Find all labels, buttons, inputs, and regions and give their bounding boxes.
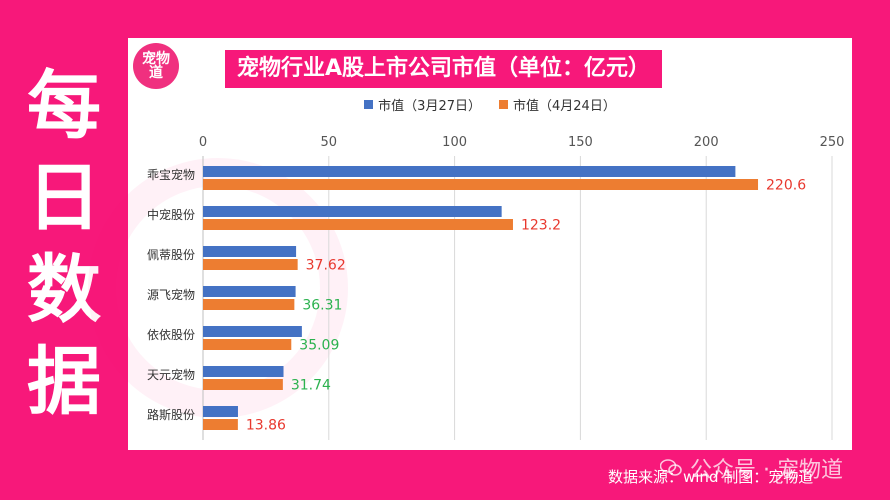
side-label-char: 每 bbox=[27, 63, 101, 149]
chart-title: 宠物行业A股上市公司市值（单位：亿元） bbox=[225, 50, 663, 88]
data-label: 37.62 bbox=[306, 258, 346, 274]
bar-series1[interactable] bbox=[203, 406, 238, 417]
category-label: 乖宝宠物 bbox=[147, 167, 195, 182]
chart-legend: 市值（3月27日） 市值（4月24日） bbox=[128, 95, 852, 114]
data-label: 123.2 bbox=[521, 218, 561, 234]
legend-label-series2: 市值（4月24日） bbox=[513, 99, 616, 114]
data-label: 36.31 bbox=[302, 298, 342, 314]
bar-series1[interactable] bbox=[203, 246, 297, 257]
category-label: 天元宠物 bbox=[147, 367, 195, 382]
source-footer: 数据来源：wind 制图：宠物道 bbox=[608, 468, 814, 486]
side-label-char: 据 bbox=[27, 339, 101, 425]
wechat-watermark-text: 公众号 · 宠物道 bbox=[690, 458, 843, 483]
bar-series2[interactable] bbox=[203, 219, 513, 230]
x-tick-label: 0 bbox=[199, 135, 207, 150]
x-tick-label: 250 bbox=[820, 135, 845, 150]
data-label: 220.6 bbox=[766, 178, 806, 194]
legend-item-series2[interactable]: 市值（4月24日） bbox=[499, 95, 616, 114]
bar-series2[interactable] bbox=[203, 379, 283, 390]
bar-series1[interactable] bbox=[203, 326, 302, 337]
data-label: 31.74 bbox=[291, 378, 331, 394]
x-tick-label: 100 bbox=[442, 135, 467, 150]
side-label-char: 日 bbox=[27, 155, 101, 241]
x-tick-label: 150 bbox=[568, 135, 593, 150]
category-label: 源飞宠物 bbox=[147, 287, 195, 302]
legend-item-series1[interactable]: 市值（3月27日） bbox=[364, 95, 481, 114]
x-tick-label: 200 bbox=[694, 135, 719, 150]
bar-series2[interactable] bbox=[203, 299, 295, 310]
bar-series2[interactable] bbox=[203, 339, 292, 350]
wechat-watermark: 公众号 · 宠物道 bbox=[660, 452, 843, 484]
data-label: 35.09 bbox=[299, 338, 339, 354]
bar-series1[interactable] bbox=[203, 286, 296, 297]
bar-series1[interactable] bbox=[203, 206, 502, 217]
category-label: 路斯股份 bbox=[147, 407, 195, 422]
brand-logo: 宠物道 bbox=[133, 43, 179, 89]
bar-series2[interactable] bbox=[203, 259, 298, 270]
legend-label-series1: 市值（3月27日） bbox=[378, 99, 481, 114]
brand-logo-text: 宠物道 bbox=[142, 51, 170, 81]
x-tick-label: 50 bbox=[321, 135, 338, 150]
bar-series1[interactable] bbox=[203, 166, 736, 177]
bar-chart-plot: 0 50 100 150 200 250 乖宝宠物 220.6 中宠股份 123.2 佩蒂股份 37.… bbox=[147, 135, 845, 440]
category-label: 中宠股份 bbox=[147, 207, 195, 222]
bar-series2[interactable] bbox=[203, 419, 238, 430]
wechat-icon bbox=[660, 459, 682, 476]
category-label: 佩蒂股份 bbox=[147, 248, 195, 262]
bar-series1[interactable] bbox=[203, 366, 284, 377]
chart-card: 宠物道 宠物行业A股上市公司市值（单位：亿元） 市值（3月27日） 市值（4月2… bbox=[88, 38, 852, 450]
legend-swatch-series2 bbox=[499, 100, 508, 109]
category-label: 依依股份 bbox=[147, 327, 195, 342]
legend-swatch-series1 bbox=[364, 100, 374, 109]
bar-series2[interactable] bbox=[203, 179, 759, 190]
data-label: 13.86 bbox=[246, 418, 286, 434]
